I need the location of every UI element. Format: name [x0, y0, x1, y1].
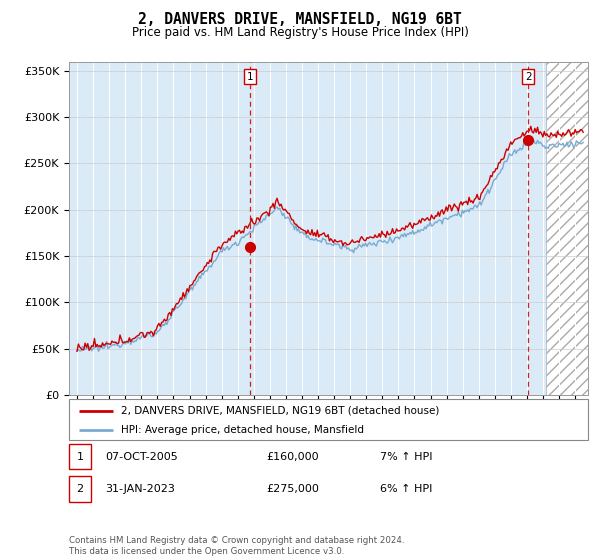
Text: 2: 2 — [76, 484, 83, 494]
Text: £160,000: £160,000 — [266, 451, 319, 461]
Text: HPI: Average price, detached house, Mansfield: HPI: Average price, detached house, Mans… — [121, 424, 364, 435]
Bar — [546, 62, 588, 395]
Text: 2, DANVERS DRIVE, MANSFIELD, NG19 6BT (detached house): 2, DANVERS DRIVE, MANSFIELD, NG19 6BT (d… — [121, 405, 439, 416]
Bar — [69, 444, 91, 469]
Text: Contains HM Land Registry data © Crown copyright and database right 2024.
This d: Contains HM Land Registry data © Crown c… — [69, 536, 404, 556]
Bar — [69, 476, 91, 502]
Text: £275,000: £275,000 — [266, 484, 319, 494]
Text: 2: 2 — [525, 72, 532, 82]
Text: 6% ↑ HPI: 6% ↑ HPI — [380, 484, 433, 494]
Text: 1: 1 — [76, 451, 83, 461]
Text: 2, DANVERS DRIVE, MANSFIELD, NG19 6BT: 2, DANVERS DRIVE, MANSFIELD, NG19 6BT — [138, 12, 462, 27]
Text: Price paid vs. HM Land Registry's House Price Index (HPI): Price paid vs. HM Land Registry's House … — [131, 26, 469, 39]
Text: 7% ↑ HPI: 7% ↑ HPI — [380, 451, 433, 461]
Bar — [546, 62, 588, 395]
Text: 1: 1 — [247, 72, 253, 82]
Text: 07-OCT-2005: 07-OCT-2005 — [106, 451, 178, 461]
Text: 31-JAN-2023: 31-JAN-2023 — [106, 484, 175, 494]
